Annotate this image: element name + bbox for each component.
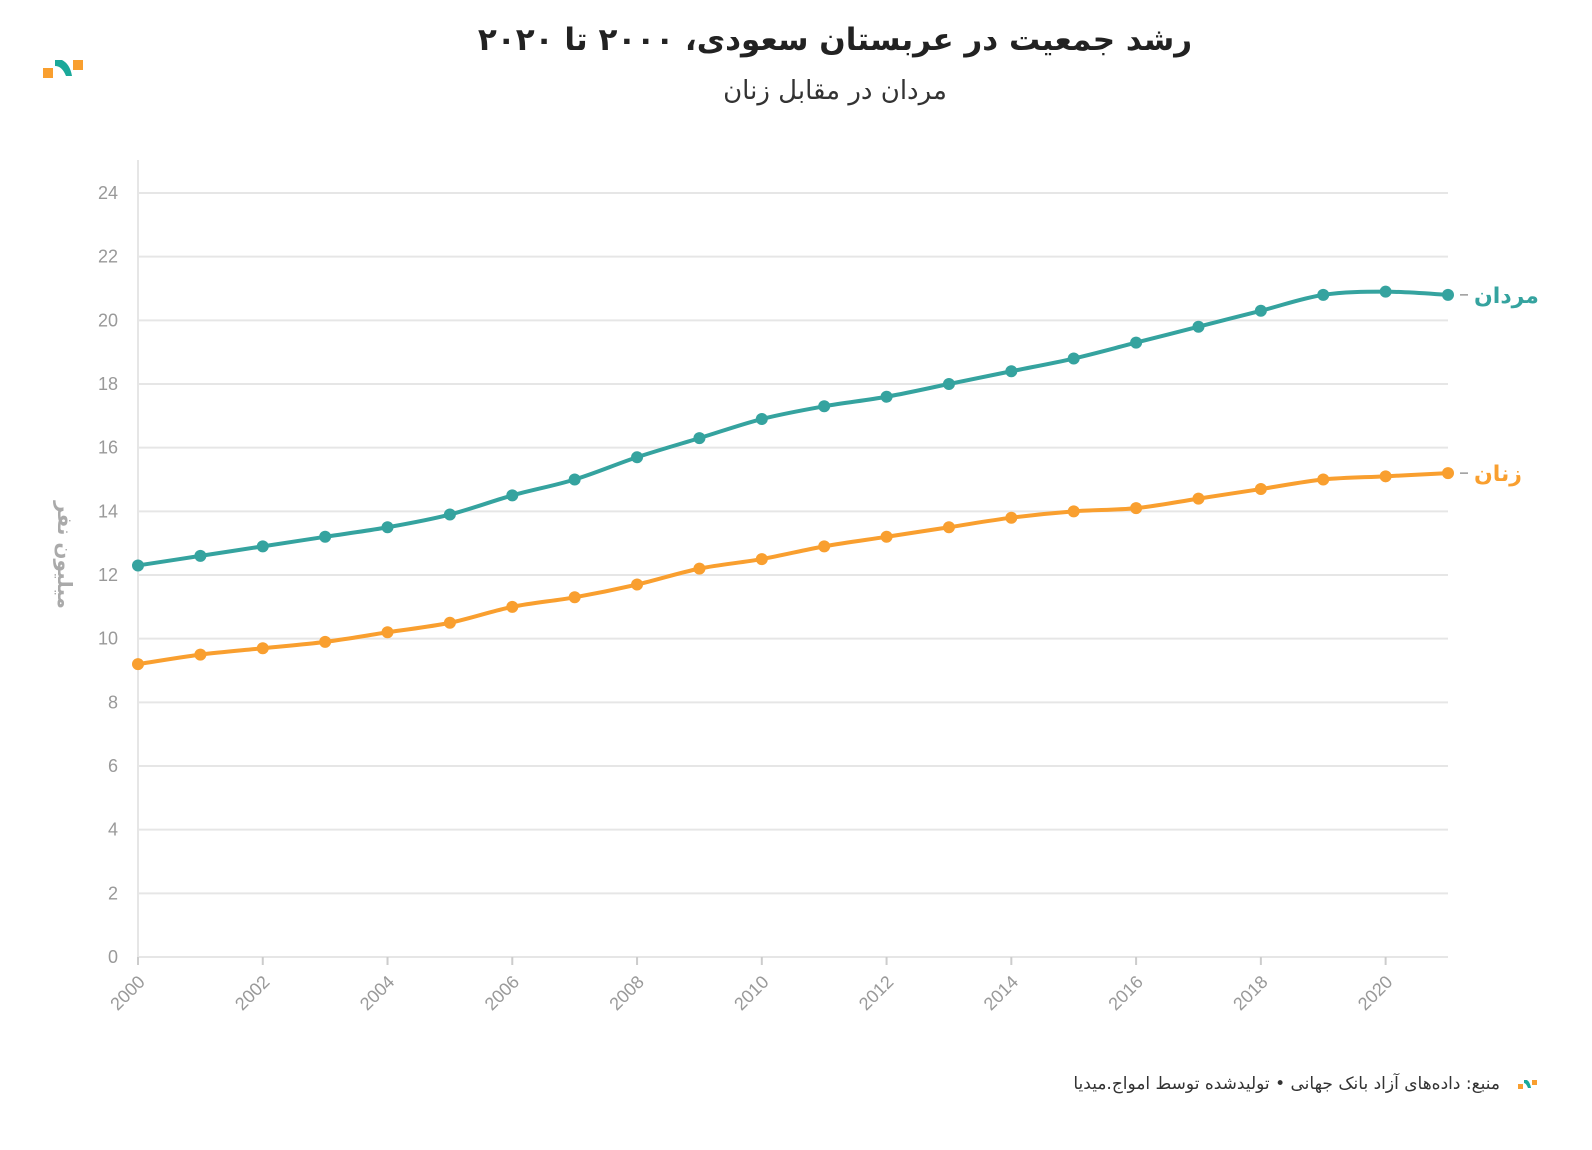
y-tick-label: 10 — [98, 629, 118, 649]
x-tick-label: 2016 — [1104, 972, 1146, 1014]
data-point — [755, 413, 768, 426]
data-point — [1317, 288, 1330, 301]
data-point — [443, 508, 456, 521]
x-tick-label: 2020 — [1354, 972, 1396, 1014]
data-point — [319, 635, 332, 648]
x-tick-label: 2002 — [231, 972, 273, 1014]
y-tick-label: 12 — [98, 565, 118, 585]
chart-title: رشد جمعیت در عربستان سعودی، ۲۰۰۰ تا ۲۰۲۰ — [477, 22, 1193, 58]
data-point — [1067, 352, 1080, 365]
data-point — [132, 658, 144, 671]
x-tick-label: 2008 — [605, 972, 647, 1014]
data-point — [381, 521, 394, 534]
data-point — [880, 530, 893, 543]
data-point — [1192, 320, 1205, 333]
data-point — [568, 473, 581, 486]
logo-icon — [43, 60, 83, 78]
data-point — [693, 432, 706, 445]
data-point — [194, 549, 207, 562]
y-tick-label: 14 — [98, 501, 118, 521]
data-point — [1379, 285, 1392, 298]
source-footer: منبع: داده‌های آزاد بانک جهانی • تولیدشد… — [1073, 1074, 1500, 1094]
series-line-1 — [137, 471, 1449, 667]
data-point — [880, 390, 893, 403]
data-point — [693, 562, 706, 575]
series-label: مردان — [1474, 284, 1539, 309]
x-tick-label: 2006 — [481, 972, 523, 1014]
data-point — [631, 578, 644, 591]
data-point — [256, 540, 269, 553]
chart-subtitle: مردان در مقابل زنان — [723, 76, 947, 106]
data-point — [132, 559, 144, 572]
data-point — [568, 591, 581, 604]
data-point — [755, 553, 768, 566]
data-point — [1254, 483, 1267, 496]
x-tick-label: 2014 — [980, 972, 1022, 1014]
y-axis-label: میلیون نفر — [53, 500, 77, 609]
x-tick-label: 2000 — [106, 972, 148, 1014]
y-tick-label: 22 — [98, 247, 118, 267]
series-label: زنان — [1474, 462, 1522, 487]
data-point — [818, 400, 831, 413]
y-tick-label: 16 — [98, 438, 118, 458]
data-point — [942, 378, 955, 390]
data-point — [1192, 492, 1205, 505]
data-point — [256, 642, 269, 655]
data-point — [381, 626, 394, 639]
data-point — [631, 451, 644, 464]
y-tick-label: 8 — [108, 692, 118, 712]
x-tick-label: 2010 — [730, 972, 772, 1014]
y-tick-label: 0 — [108, 947, 118, 967]
data-point — [1005, 365, 1018, 378]
data-point — [506, 600, 519, 613]
data-point — [942, 521, 955, 534]
data-point — [194, 648, 207, 661]
y-tick-label: 20 — [98, 310, 118, 330]
data-point — [1254, 304, 1267, 317]
y-tick-label: 6 — [108, 756, 118, 776]
data-point — [506, 489, 519, 502]
data-point — [1067, 505, 1080, 518]
x-tick-label: 2012 — [855, 972, 897, 1014]
y-tick-label: 18 — [98, 374, 118, 394]
data-point — [319, 530, 332, 543]
data-point — [1442, 288, 1454, 301]
x-tick-label: 2018 — [1229, 972, 1271, 1014]
data-point — [1130, 502, 1143, 515]
data-point — [1317, 473, 1330, 486]
data-point — [1442, 467, 1454, 480]
y-tick-label: 4 — [108, 820, 118, 840]
series-line-0 — [137, 289, 1449, 568]
footer-logo-icon — [1518, 1080, 1537, 1089]
data-point — [1379, 470, 1392, 483]
data-point — [1005, 511, 1018, 524]
y-tick-label: 2 — [108, 883, 118, 903]
data-point — [818, 540, 831, 553]
data-point — [1130, 336, 1143, 349]
y-tick-label: 24 — [98, 183, 118, 203]
data-point — [443, 616, 456, 629]
x-tick-label: 2004 — [356, 972, 398, 1014]
